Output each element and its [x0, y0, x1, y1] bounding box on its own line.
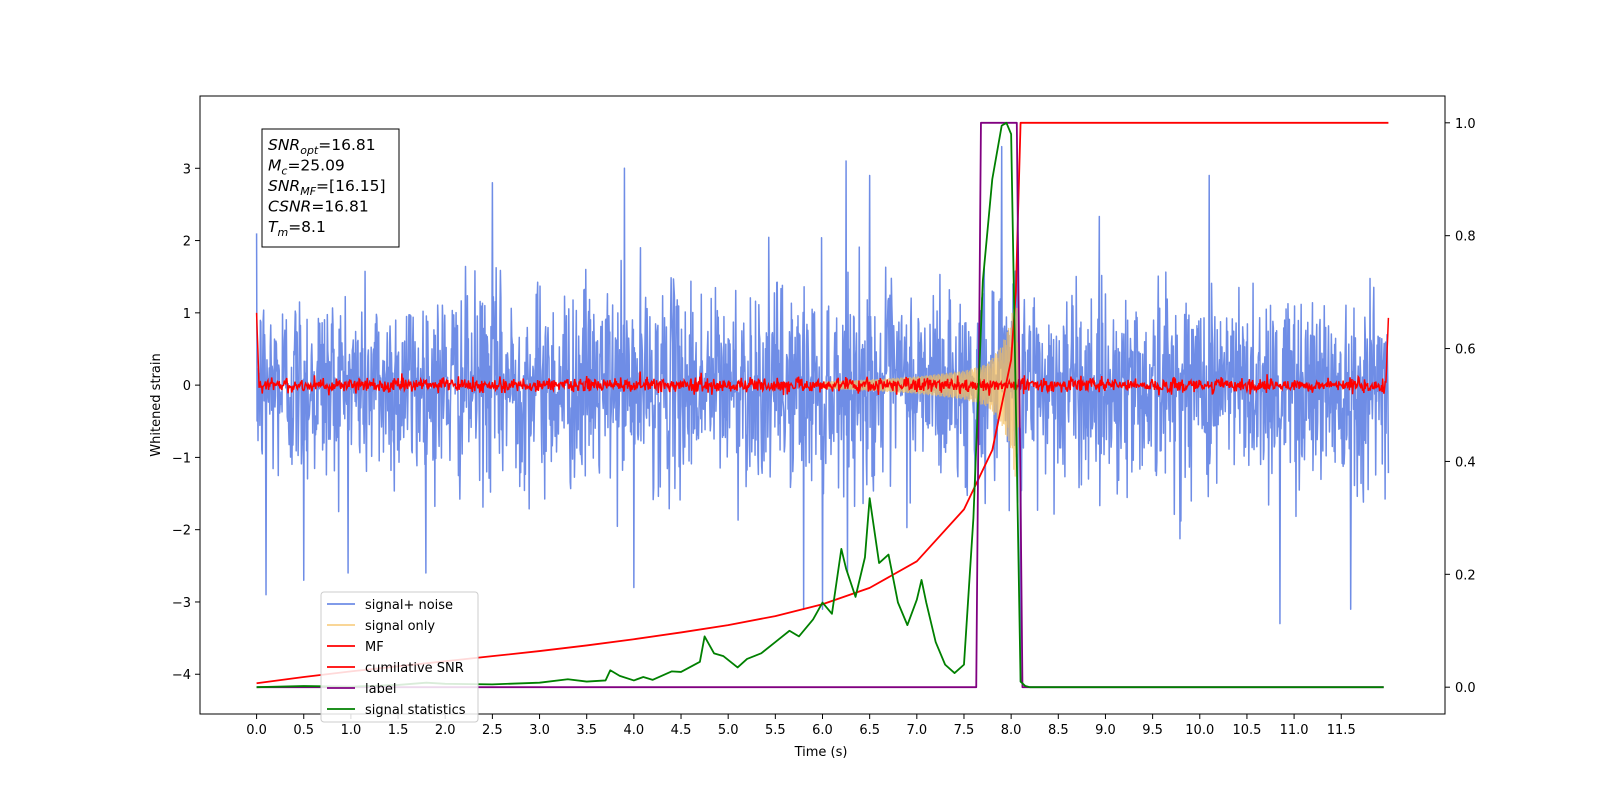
- x-tick-label: 3.5: [576, 723, 597, 738]
- y-tick-label: 3: [183, 162, 191, 177]
- ticks-layer: 0.0 0.5 1.0 1.5 2.0 2.5 3.0 3.5 4.0 4.5 5.0 5.5 6.0 6…: [172, 117, 1476, 738]
- x-tick-label: 3.0: [529, 723, 550, 738]
- annotation-line: Mc=25.09: [268, 157, 345, 178]
- legend-entry-label: MF: [365, 640, 384, 655]
- annotation-line: Tm=8.1: [268, 218, 326, 239]
- series-mf-line: [255, 312, 1390, 396]
- x-tick-label: 0.0: [246, 723, 267, 738]
- series-signal-noise-line: [255, 145, 1390, 683]
- x-tick-label: 7.0: [906, 723, 927, 738]
- y2-tick-label: 1.0: [1455, 117, 1476, 132]
- y2-tick-label: 0.6: [1455, 343, 1476, 358]
- legend: signal+ noise signal only MF cumilative SNR…: [320, 591, 479, 723]
- annotation-line: SNRMF=[16.15]: [268, 177, 386, 198]
- annotation-box-frame: [261, 128, 400, 248]
- y2-tick-label: 0.2: [1455, 568, 1476, 583]
- y-tick-label: 2: [183, 235, 191, 250]
- x-tick-label: 2.5: [482, 723, 503, 738]
- x-tick-label: 8.5: [1048, 723, 1069, 738]
- y2-tick-label: 0.0: [1455, 681, 1476, 696]
- x-tick-label: 10.5: [1232, 723, 1261, 738]
- x-axis-label: Time (s): [794, 745, 848, 760]
- x-tick-label: 5.5: [765, 723, 786, 738]
- y-tick-label: −1: [172, 451, 191, 466]
- x-tick-label: 5.0: [718, 723, 739, 738]
- y2-tick-label: 0.8: [1455, 230, 1476, 245]
- x-tick-label: 9.5: [1142, 723, 1163, 738]
- annotation-box: SNRopt=16.81Mc=25.09SNRMF=[16.15]CSNR=16…: [261, 128, 400, 248]
- x-tick-label: 9.0: [1095, 723, 1116, 738]
- x-tick-label: 6.0: [812, 723, 833, 738]
- legend-entry-label: signal+ noise: [365, 598, 453, 613]
- legend-frame: [320, 591, 479, 723]
- x-tick-label: 10.0: [1185, 723, 1214, 738]
- series-signal-statistics-line: [256, 121, 1384, 689]
- x-tick-label: 7.5: [954, 723, 975, 738]
- x-tick-label: 6.5: [859, 723, 880, 738]
- x-tick-label: 4.0: [624, 723, 645, 738]
- legend-entry-label: cumilative SNR: [365, 661, 464, 676]
- legend-entry-label: signal only: [365, 619, 435, 634]
- y-tick-label: −3: [172, 596, 191, 611]
- x-tick-label: 11.0: [1280, 723, 1309, 738]
- legend-entry-label: label: [365, 682, 396, 697]
- y2-tick-label: 0.4: [1455, 455, 1476, 470]
- y-axis-label: Whitened strain: [149, 353, 164, 456]
- x-tick-label: 0.5: [293, 723, 314, 738]
- x-tick-label: 11.5: [1327, 723, 1356, 738]
- y-tick-label: 1: [183, 307, 191, 322]
- x-tick-label: 1.0: [341, 723, 362, 738]
- x-tick-label: 4.5: [671, 723, 692, 738]
- x-tick-label: 8.0: [1001, 723, 1022, 738]
- y-tick-label: −2: [172, 524, 191, 539]
- y-tick-label: −4: [172, 668, 191, 683]
- legend-entry-label: signal statistics: [365, 703, 466, 718]
- x-tick-label: 1.5: [388, 723, 409, 738]
- annotation-line: SNRopt=16.81: [268, 136, 376, 157]
- series-signal-only-line: [821, 289, 1022, 477]
- y-tick-label: 0: [183, 379, 191, 394]
- annotation-line: CSNR=16.81: [268, 198, 369, 216]
- x-tick-label: 2.0: [435, 723, 456, 738]
